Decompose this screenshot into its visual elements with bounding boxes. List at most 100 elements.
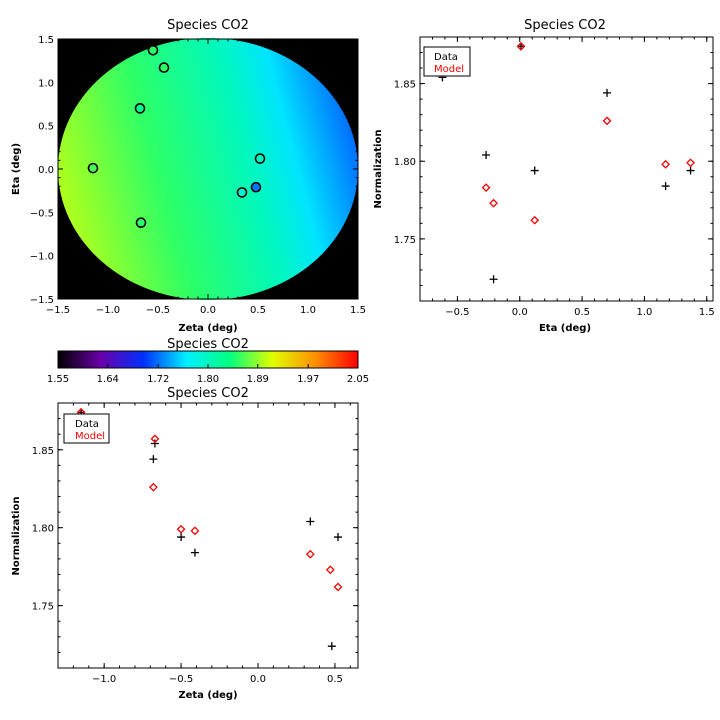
zeta-model-marker bbox=[190, 526, 200, 536]
zeta-legend-model: Model bbox=[75, 431, 105, 442]
zeta-x-tick-label: −1.0 bbox=[92, 674, 116, 685]
eta-title: Species CO2 bbox=[524, 18, 606, 33]
eta-x-label: Eta (deg) bbox=[539, 323, 591, 334]
map-y-tick-label: −1.0 bbox=[30, 252, 54, 263]
zeta-panel: Species CO2 −1.0 −0.5 0.0 0.5 1.751.801.85 … bbox=[11, 386, 359, 701]
colorbar-tick-label: 1.89 bbox=[247, 374, 269, 385]
eta-model-marker bbox=[602, 116, 612, 126]
map-x-tick-label: 1.0 bbox=[300, 305, 316, 316]
zeta-x-tick-label: 0.5 bbox=[327, 674, 343, 685]
map-data-point bbox=[135, 217, 147, 229]
eta-data-marker bbox=[489, 275, 498, 284]
map-y-tick-label: −0.5 bbox=[30, 208, 54, 219]
zeta-y-ticks: 1.75 1.80 1.85 bbox=[32, 418, 358, 669]
eta-data-marker bbox=[482, 151, 491, 160]
eta-x-tick-label: 1.5 bbox=[699, 307, 715, 318]
colorbar-title: Species CO2 bbox=[167, 337, 249, 352]
map-y-tick-label: 1.5 bbox=[38, 35, 54, 46]
zeta-data-marker bbox=[306, 517, 315, 526]
map-gradient-fill bbox=[58, 38, 358, 300]
colorbar: Species CO2 1.55 1.64 1.72 1.80 1.89 1.97 2.05 bbox=[47, 337, 369, 385]
map-x-label: Zeta (deg) bbox=[178, 323, 237, 334]
map-data-point bbox=[134, 103, 146, 114]
eta-data-marker bbox=[530, 166, 539, 175]
eta-y-tick-label: 1.80 bbox=[394, 157, 416, 168]
eta-panel: Species CO2 −0.5 0.0 0.5 1.0 1.5 1.75 1.80 1.8… bbox=[373, 18, 715, 334]
zeta-data-marker bbox=[177, 533, 186, 542]
map-data-point bbox=[158, 62, 170, 73]
eta-x-tick-label: 1.0 bbox=[636, 307, 652, 318]
eta-y-ticks: 1.75 1.80 1.85 bbox=[394, 52, 713, 302]
eta-x-tick-label: 0.0 bbox=[512, 307, 528, 318]
map-x-ticks: −1.5 −1.0 −0.5 0.0 0.5 1.0 1.5 bbox=[46, 39, 366, 316]
zeta-x-label: Zeta (deg) bbox=[178, 690, 237, 701]
eta-model-marker bbox=[686, 158, 695, 168]
colorbar-tick-label: 1.80 bbox=[197, 374, 219, 385]
zeta-model-marker bbox=[333, 582, 343, 592]
map-x-tick-label: 0.0 bbox=[200, 305, 216, 316]
eta-y-tick-label: 1.85 bbox=[394, 80, 416, 91]
map-y-tick-label: 0.0 bbox=[38, 165, 54, 176]
eta-x-tick-label: −0.5 bbox=[445, 307, 469, 318]
colorbar-tick-label: 1.55 bbox=[47, 374, 69, 385]
zeta-data-marker bbox=[334, 533, 342, 542]
zeta-data-marker bbox=[190, 548, 199, 557]
zeta-data-marker bbox=[327, 642, 336, 651]
zeta-model-marker bbox=[148, 482, 158, 492]
zeta-legend: Data Model bbox=[63, 413, 110, 444]
eta-y-tick-label: 1.75 bbox=[394, 235, 416, 246]
map-points bbox=[87, 44, 266, 229]
map-data-point bbox=[236, 187, 248, 198]
zeta-legend-box bbox=[63, 413, 110, 444]
eta-model-marker bbox=[481, 183, 491, 193]
eta-legend: Data Model bbox=[423, 46, 471, 77]
zeta-model-marker bbox=[176, 524, 186, 534]
zeta-y-tick-label: 1.80 bbox=[32, 524, 54, 535]
map-x-tick-label: 1.5 bbox=[350, 305, 366, 316]
zeta-y-tick-label: 1.75 bbox=[32, 602, 54, 613]
zeta-data-marker bbox=[149, 455, 158, 464]
eta-y-label: Normalization bbox=[373, 130, 384, 209]
eta-model-marker bbox=[661, 159, 671, 169]
map-field bbox=[58, 38, 358, 300]
eta-data-marker bbox=[686, 166, 695, 175]
map-data-point bbox=[147, 44, 159, 56]
zeta-x-tick-label: −0.5 bbox=[169, 674, 193, 685]
zeta-title: Species CO2 bbox=[167, 386, 249, 401]
zeta-model-marker bbox=[305, 549, 315, 559]
zeta-x-ticks: −1.0 −0.5 0.0 0.5 bbox=[57, 403, 351, 685]
eta-x-ticks: −0.5 0.0 0.5 1.0 1.5 bbox=[419, 37, 715, 318]
eta-model-marker bbox=[489, 198, 498, 208]
zeta-model-marker bbox=[325, 565, 335, 575]
map-y-ticks: −1.5 −1.0 −0.5 0.0 0.5 1.0 1.5 bbox=[30, 35, 358, 306]
eta-data-marker bbox=[661, 182, 670, 191]
colorbar-tick-label: 1.72 bbox=[147, 374, 169, 385]
map-y-tick-label: 1.0 bbox=[38, 78, 54, 89]
map-x-tick-label: −1.5 bbox=[46, 305, 70, 316]
map-y-tick-label: −1.5 bbox=[30, 295, 54, 306]
zeta-x-tick-label: 0.0 bbox=[250, 674, 266, 685]
eta-x-tick-label: 0.5 bbox=[574, 307, 590, 318]
colorbar-tick-label: 2.05 bbox=[347, 374, 369, 385]
eta-legend-data: Data bbox=[434, 52, 458, 63]
map-x-tick-label: −0.5 bbox=[146, 305, 170, 316]
zeta-y-tick-label: 1.85 bbox=[32, 446, 54, 457]
map-y-label: Eta (deg) bbox=[11, 143, 22, 195]
colorbar-ticks: 1.55 1.64 1.72 1.80 1.89 1.97 2.05 bbox=[47, 364, 369, 385]
eta-model-marker bbox=[530, 215, 540, 225]
eta-data-marker bbox=[603, 88, 612, 97]
map-y-tick-label: 0.5 bbox=[38, 122, 54, 133]
map-data-point bbox=[254, 153, 266, 164]
zeta-legend-data: Data bbox=[75, 419, 99, 430]
zeta-data-marker bbox=[150, 439, 159, 448]
zeta-points bbox=[76, 407, 343, 651]
zeta-axes-frame bbox=[57, 402, 359, 669]
map-x-tick-label: −1.0 bbox=[96, 305, 120, 316]
colorbar-tick-label: 1.64 bbox=[97, 374, 119, 385]
map-data-point bbox=[250, 181, 262, 193]
eta-legend-box bbox=[423, 46, 471, 77]
map-x-tick-label: 0.5 bbox=[250, 305, 266, 316]
eta-legend-model: Model bbox=[434, 64, 464, 75]
colorbar-tick-label: 1.97 bbox=[297, 374, 319, 385]
